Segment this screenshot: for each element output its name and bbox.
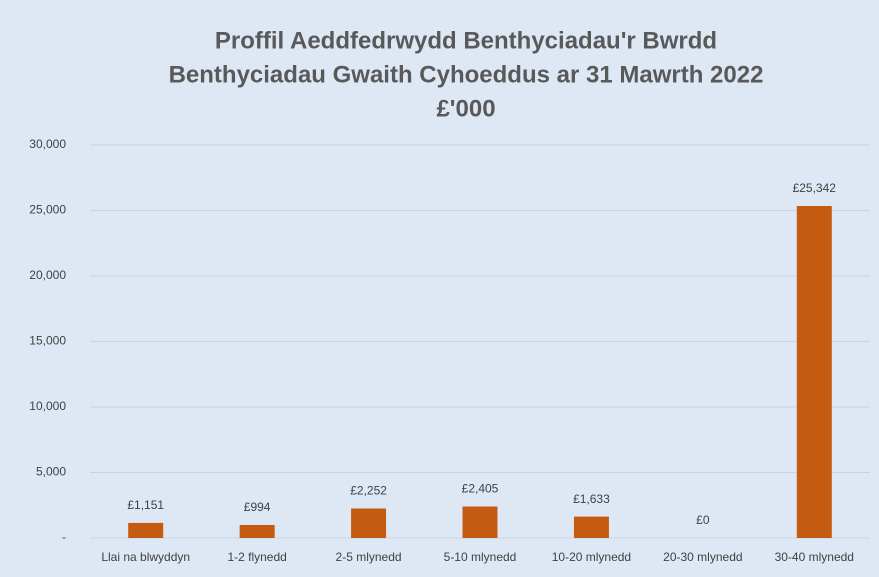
y-tick-label: 20,000 <box>29 268 66 282</box>
bar <box>239 524 275 538</box>
x-tick-label: 10-20 mlynedd <box>552 550 631 564</box>
y-tick-label: 15,000 <box>29 334 66 348</box>
x-tick-label: 1-2 flynedd <box>227 550 286 564</box>
y-tick-label: - <box>62 530 66 544</box>
chart-title: Proffil Aeddfedrwydd Benthyciadau'r Bwrd… <box>215 27 717 54</box>
data-label: £0 <box>696 513 710 527</box>
y-tick-label: 5,000 <box>36 465 66 479</box>
chart-title: £'000 <box>436 95 495 122</box>
data-label: £25,342 <box>793 181 837 195</box>
x-tick-label: 5-10 mlynedd <box>444 550 517 564</box>
bar <box>128 522 164 538</box>
data-label: £994 <box>244 500 271 514</box>
x-tick-label: Llai na blwyddyn <box>101 550 190 564</box>
data-label: £1,633 <box>573 492 610 506</box>
data-label: £2,405 <box>462 482 499 496</box>
data-label: £2,252 <box>350 484 387 498</box>
bar <box>796 206 832 538</box>
bar <box>462 506 498 538</box>
chart-title: Benthyciadau Gwaith Cyhoeddus ar 31 Mawr… <box>169 61 764 88</box>
bar <box>573 516 609 538</box>
x-tick-label: 2-5 mlynedd <box>336 550 402 564</box>
y-tick-label: 10,000 <box>29 399 66 413</box>
y-tick-label: 30,000 <box>29 137 66 151</box>
bar <box>351 508 387 538</box>
x-tick-label: 20-30 mlynedd <box>663 550 742 564</box>
x-tick-label: 30-40 mlynedd <box>775 550 854 564</box>
data-label: £1,151 <box>127 498 164 512</box>
y-tick-label: 25,000 <box>29 203 66 217</box>
